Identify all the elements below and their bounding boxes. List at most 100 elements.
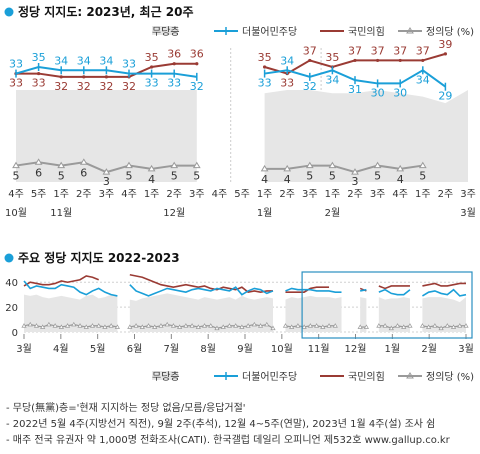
- chart1-label-ppp: 35: [258, 51, 272, 64]
- chart2-point-justice: [357, 324, 363, 329]
- chart1-point-justice: [328, 161, 337, 169]
- chart1-label-ppp: 39: [438, 38, 452, 51]
- chart1-point-justice: [192, 161, 201, 169]
- chart2-point-justice: [195, 324, 201, 329]
- chart1-label-ppp: 37: [303, 44, 317, 57]
- chart2-point-justice: [270, 325, 276, 331]
- chart1-label-ppp: 33: [9, 77, 23, 90]
- chart1-label-justice: 5: [171, 170, 178, 183]
- chart2-point-justice: [183, 323, 189, 328]
- chart1-xtick-label: 3주: [460, 189, 476, 200]
- chart2-month-label: 11월: [308, 343, 330, 355]
- chart1-label-dem: 33: [145, 77, 159, 90]
- footnote-3: - 매주 전국 유권자 약 1,000명 전화조사(CATI). 한국갤럽 데일…: [6, 435, 450, 446]
- chart1-point-justice: [34, 158, 43, 165]
- chart2-point-justice: [239, 324, 245, 329]
- chart2-point-justice: [226, 323, 233, 328]
- chart2-line-dem-5: [422, 288, 467, 297]
- chart2-point-justice: [177, 324, 183, 329]
- chart1-xtick-label: 2주: [279, 189, 295, 200]
- chart1-xtick-label: 5주: [31, 189, 47, 200]
- chart1-label-justice: 4: [284, 173, 291, 186]
- chart1-xtick-label: 3주: [99, 189, 115, 200]
- chart1-label-justice: 4: [397, 173, 404, 186]
- chart1-label-ppp: 36: [190, 48, 204, 61]
- chart2-point-justice: [388, 325, 394, 331]
- chart2-area-none-5: [422, 297, 466, 332]
- chart2-point-justice: [264, 321, 270, 327]
- chart2-line-dem-2: [285, 287, 342, 293]
- chart1-label-justice: 5: [329, 170, 336, 183]
- chart1-label-dem: 34: [416, 73, 430, 86]
- chart1-point-ppp: [104, 75, 108, 79]
- chart1-xtick-label: 4주: [8, 189, 24, 200]
- chart1-label-justice: 5: [193, 170, 200, 183]
- chart1-label-justice: 5: [126, 170, 133, 183]
- chart2-point-justice: [282, 323, 289, 328]
- chart1-point-justice: [125, 161, 133, 169]
- chart1-label-dem: 33: [167, 77, 181, 90]
- chart1-xtick-label: 3주: [189, 189, 205, 200]
- chart1-label-dem: 35: [32, 51, 46, 64]
- chart1-label-dem: 34: [99, 54, 113, 67]
- chart2-month-label: 5월: [90, 343, 106, 355]
- chart2-point-justice: [71, 321, 77, 327]
- chart1-label-justice: 4: [261, 173, 268, 186]
- chart1-xtick-label: 1주: [257, 189, 273, 200]
- chart2-line-ppp-1: [129, 273, 274, 294]
- chart2-point-justice: [251, 321, 257, 327]
- chart2-title: 주요 정당 지지도 2022-2023: [18, 250, 180, 265]
- chart2-point-justice: [382, 323, 388, 328]
- chart1-point-ppp: [421, 58, 425, 63]
- chart2-line-dem-0: [23, 280, 118, 297]
- chart2-highlight-box: [301, 271, 473, 339]
- chart1-label-dem: 32: [190, 80, 204, 93]
- chart1-label-dem: 33: [258, 77, 272, 90]
- chart1-point-ppp: [82, 75, 86, 79]
- chart1-label-dem: 33: [122, 58, 136, 71]
- chart2-point-justice: [145, 323, 152, 328]
- chart2-point-justice: [444, 323, 450, 328]
- chart2-point-justice: [295, 323, 301, 328]
- chart1-xtick-label: 1주: [53, 189, 69, 200]
- chart2-point-justice: [307, 323, 313, 328]
- chart2-point-justice: [21, 323, 27, 328]
- chart1-point-justice: [351, 168, 359, 175]
- chart1-point-ppp: [376, 58, 380, 63]
- chart1-point-justice: [373, 161, 382, 169]
- chart2-point-justice: [426, 324, 432, 329]
- chart1-month-label: 11월: [50, 207, 72, 219]
- chart1-point-justice: [147, 164, 156, 172]
- chart2-point-justice: [96, 323, 102, 328]
- chart1-point-justice: [283, 164, 292, 172]
- chart2-point-justice: [320, 324, 326, 329]
- chart1-label-justice: 5: [58, 170, 65, 183]
- chart2-point-justice: [102, 324, 108, 329]
- chart1-point-justice: [79, 158, 88, 165]
- chart2-point-justice: [133, 323, 139, 328]
- chart1-label-dem: 34: [280, 54, 294, 67]
- chart1-label-dem: 29: [438, 90, 452, 103]
- chart1-point-ppp: [172, 62, 176, 66]
- chart2-ytick-label: 20: [5, 303, 18, 314]
- chart1-label-justice: 5: [419, 170, 426, 183]
- chart1-xtick-label: 2주: [76, 189, 92, 200]
- chart1-month-label: 2월: [325, 207, 341, 219]
- chart2-point-justice: [245, 323, 251, 328]
- chart2-month-label: 1월: [385, 343, 401, 355]
- chart2-area-none-1: [129, 293, 274, 332]
- chart2-month-label: 9월: [237, 343, 253, 355]
- chart1-label-dem: 30: [393, 86, 407, 99]
- chart2-month-label: 6월: [127, 343, 143, 355]
- footnote-1: - 무당(無黨)층='현재 지지하는 정당 없음/모름/응답거절': [6, 403, 246, 414]
- chart1-xtick-label: 3주: [370, 189, 386, 200]
- chart1-point-ppp: [150, 65, 154, 69]
- chart1-legend-justice-label: 정의당 (%): [426, 26, 474, 38]
- chart1-label-dem: 33: [9, 58, 23, 71]
- chart1-point-ppp: [195, 62, 199, 66]
- chart1-line-justice-1: [264, 164, 423, 174]
- chart1-label-justice: 6: [35, 166, 42, 179]
- chart2-point-justice: [83, 324, 89, 329]
- chart2-legend-none-label: 무당층: [152, 371, 180, 383]
